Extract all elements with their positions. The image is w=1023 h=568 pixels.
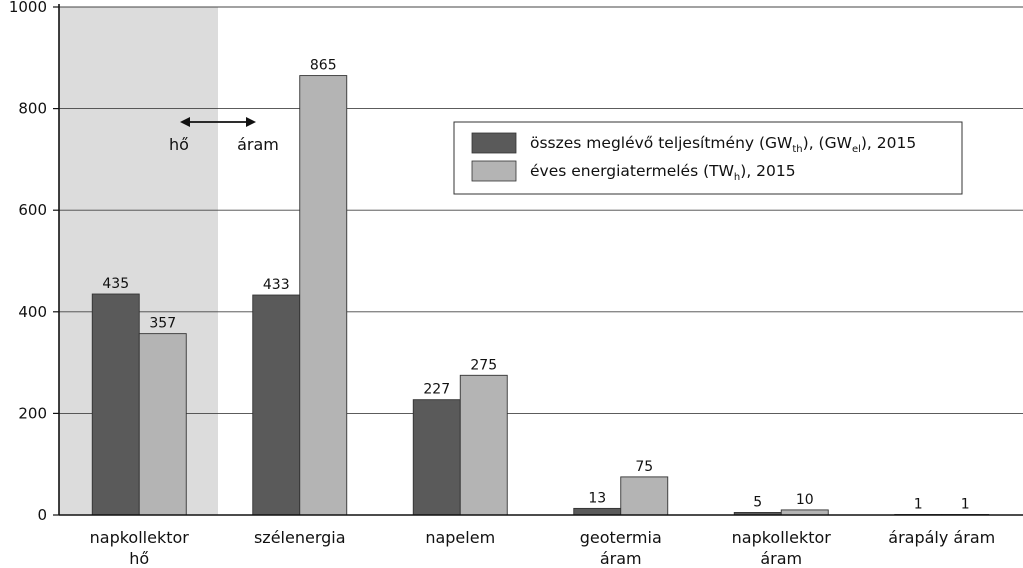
x-category-label: napkollektor (732, 528, 832, 547)
y-tick-label: 400 (18, 303, 47, 321)
legend-label-generation: éves energiatermelés (TWh), 2015 (530, 162, 796, 183)
bar-value-label: 1 (914, 496, 923, 512)
bar (252, 294, 301, 516)
x-category-label: áram (760, 549, 802, 568)
legend: összes meglévő teljesítmény (GWth), (GWe… (453, 121, 963, 195)
bar (138, 333, 187, 516)
bar-value-label: 5 (753, 494, 762, 510)
arrow-head-left (180, 117, 190, 127)
bar (620, 476, 669, 516)
bar (412, 399, 461, 516)
annotation-power-label: áram (237, 135, 279, 154)
legend-swatch-generation (471, 160, 517, 182)
bar-value-label: 275 (470, 357, 497, 373)
arrow-head-right (246, 117, 256, 127)
bar-value-label: 1 (961, 496, 970, 512)
annotation-heat-label: hő (169, 135, 189, 154)
y-tick-label: 800 (18, 100, 47, 118)
bar-value-label: 433 (263, 277, 290, 293)
bar-value-label: 10 (796, 492, 814, 508)
x-category-label: napkollektor (90, 528, 190, 547)
bar-value-label: 75 (635, 459, 653, 475)
legend-swatch-capacity (471, 132, 517, 154)
heat-power-divider-annotation: hő áram (169, 117, 279, 154)
y-tick-label: 0 (37, 506, 47, 524)
bar-value-label: 227 (423, 382, 450, 398)
bar-value-label: 357 (149, 316, 176, 332)
x-category-label: geotermia (580, 528, 662, 547)
y-tick-label: 200 (18, 404, 47, 422)
y-tick-label: 1000 (9, 0, 47, 16)
bar (573, 507, 622, 516)
bar-value-label: 435 (102, 276, 129, 292)
x-category-label: szélenergia (254, 528, 346, 547)
y-tick-label: 600 (18, 201, 47, 219)
x-category-label: napelem (425, 528, 495, 547)
x-category-label: árapály áram (888, 528, 995, 547)
bar-value-label: 865 (310, 58, 337, 74)
legend-label-capacity: összes meglévő teljesítmény (GWth), (GWe… (530, 134, 916, 155)
bar (459, 374, 508, 516)
bar-value-label: 13 (588, 490, 606, 506)
bar (91, 293, 140, 516)
x-category-label: áram (600, 549, 642, 568)
x-category-label: hő (129, 549, 149, 568)
bar (299, 75, 348, 516)
legend-box (453, 121, 963, 195)
